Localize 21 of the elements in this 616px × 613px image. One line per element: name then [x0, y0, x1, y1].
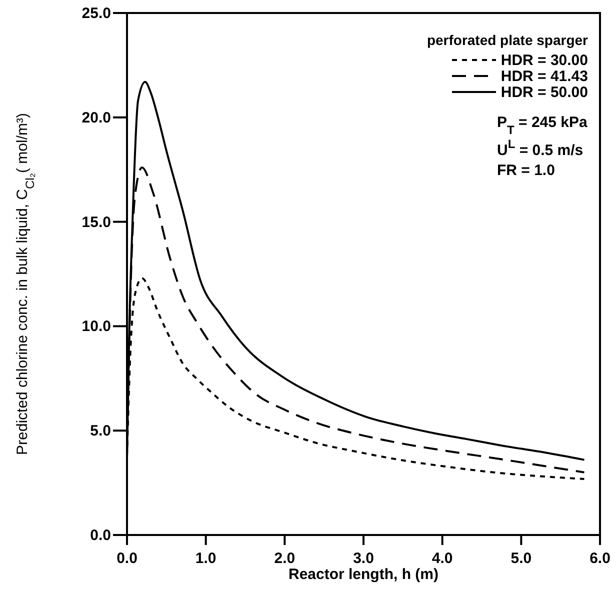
annotation: FR = 1.0: [497, 162, 555, 179]
x-tick-label: 3.0: [353, 550, 374, 567]
annotation: P$_{T}$ = 245 kPa: [497, 114, 588, 137]
annotation: U$^{L}$ = 0.5 m/s: [497, 137, 584, 159]
x-tick-label: 1.0: [195, 550, 216, 567]
legend-label: HDR = 41.43: [500, 68, 588, 85]
y-tick-label: 25.0: [82, 5, 111, 22]
x-tick-label: 4.0: [432, 550, 453, 567]
x-tick-label: 0.0: [116, 550, 138, 567]
y-tick-label: 20.0: [82, 109, 111, 126]
x-tick-label: 5.0: [510, 550, 532, 567]
y-tick-label: 10.0: [82, 318, 111, 336]
legend-label: HDR = 30.00: [500, 52, 588, 69]
legend-title: perforated plate sparger: [426, 32, 589, 48]
y-tick-label: 0.0: [90, 527, 111, 544]
legend-label: HDR = 50.00: [500, 84, 588, 101]
x-tick-label: 6.0: [590, 550, 610, 567]
x-axis-title: Reactor length, h (m): [288, 566, 439, 583]
y-tick-label: 15.0: [82, 214, 111, 231]
y-tick-label: 5.0: [90, 422, 111, 440]
x-tick-label: 2.0: [274, 550, 296, 567]
